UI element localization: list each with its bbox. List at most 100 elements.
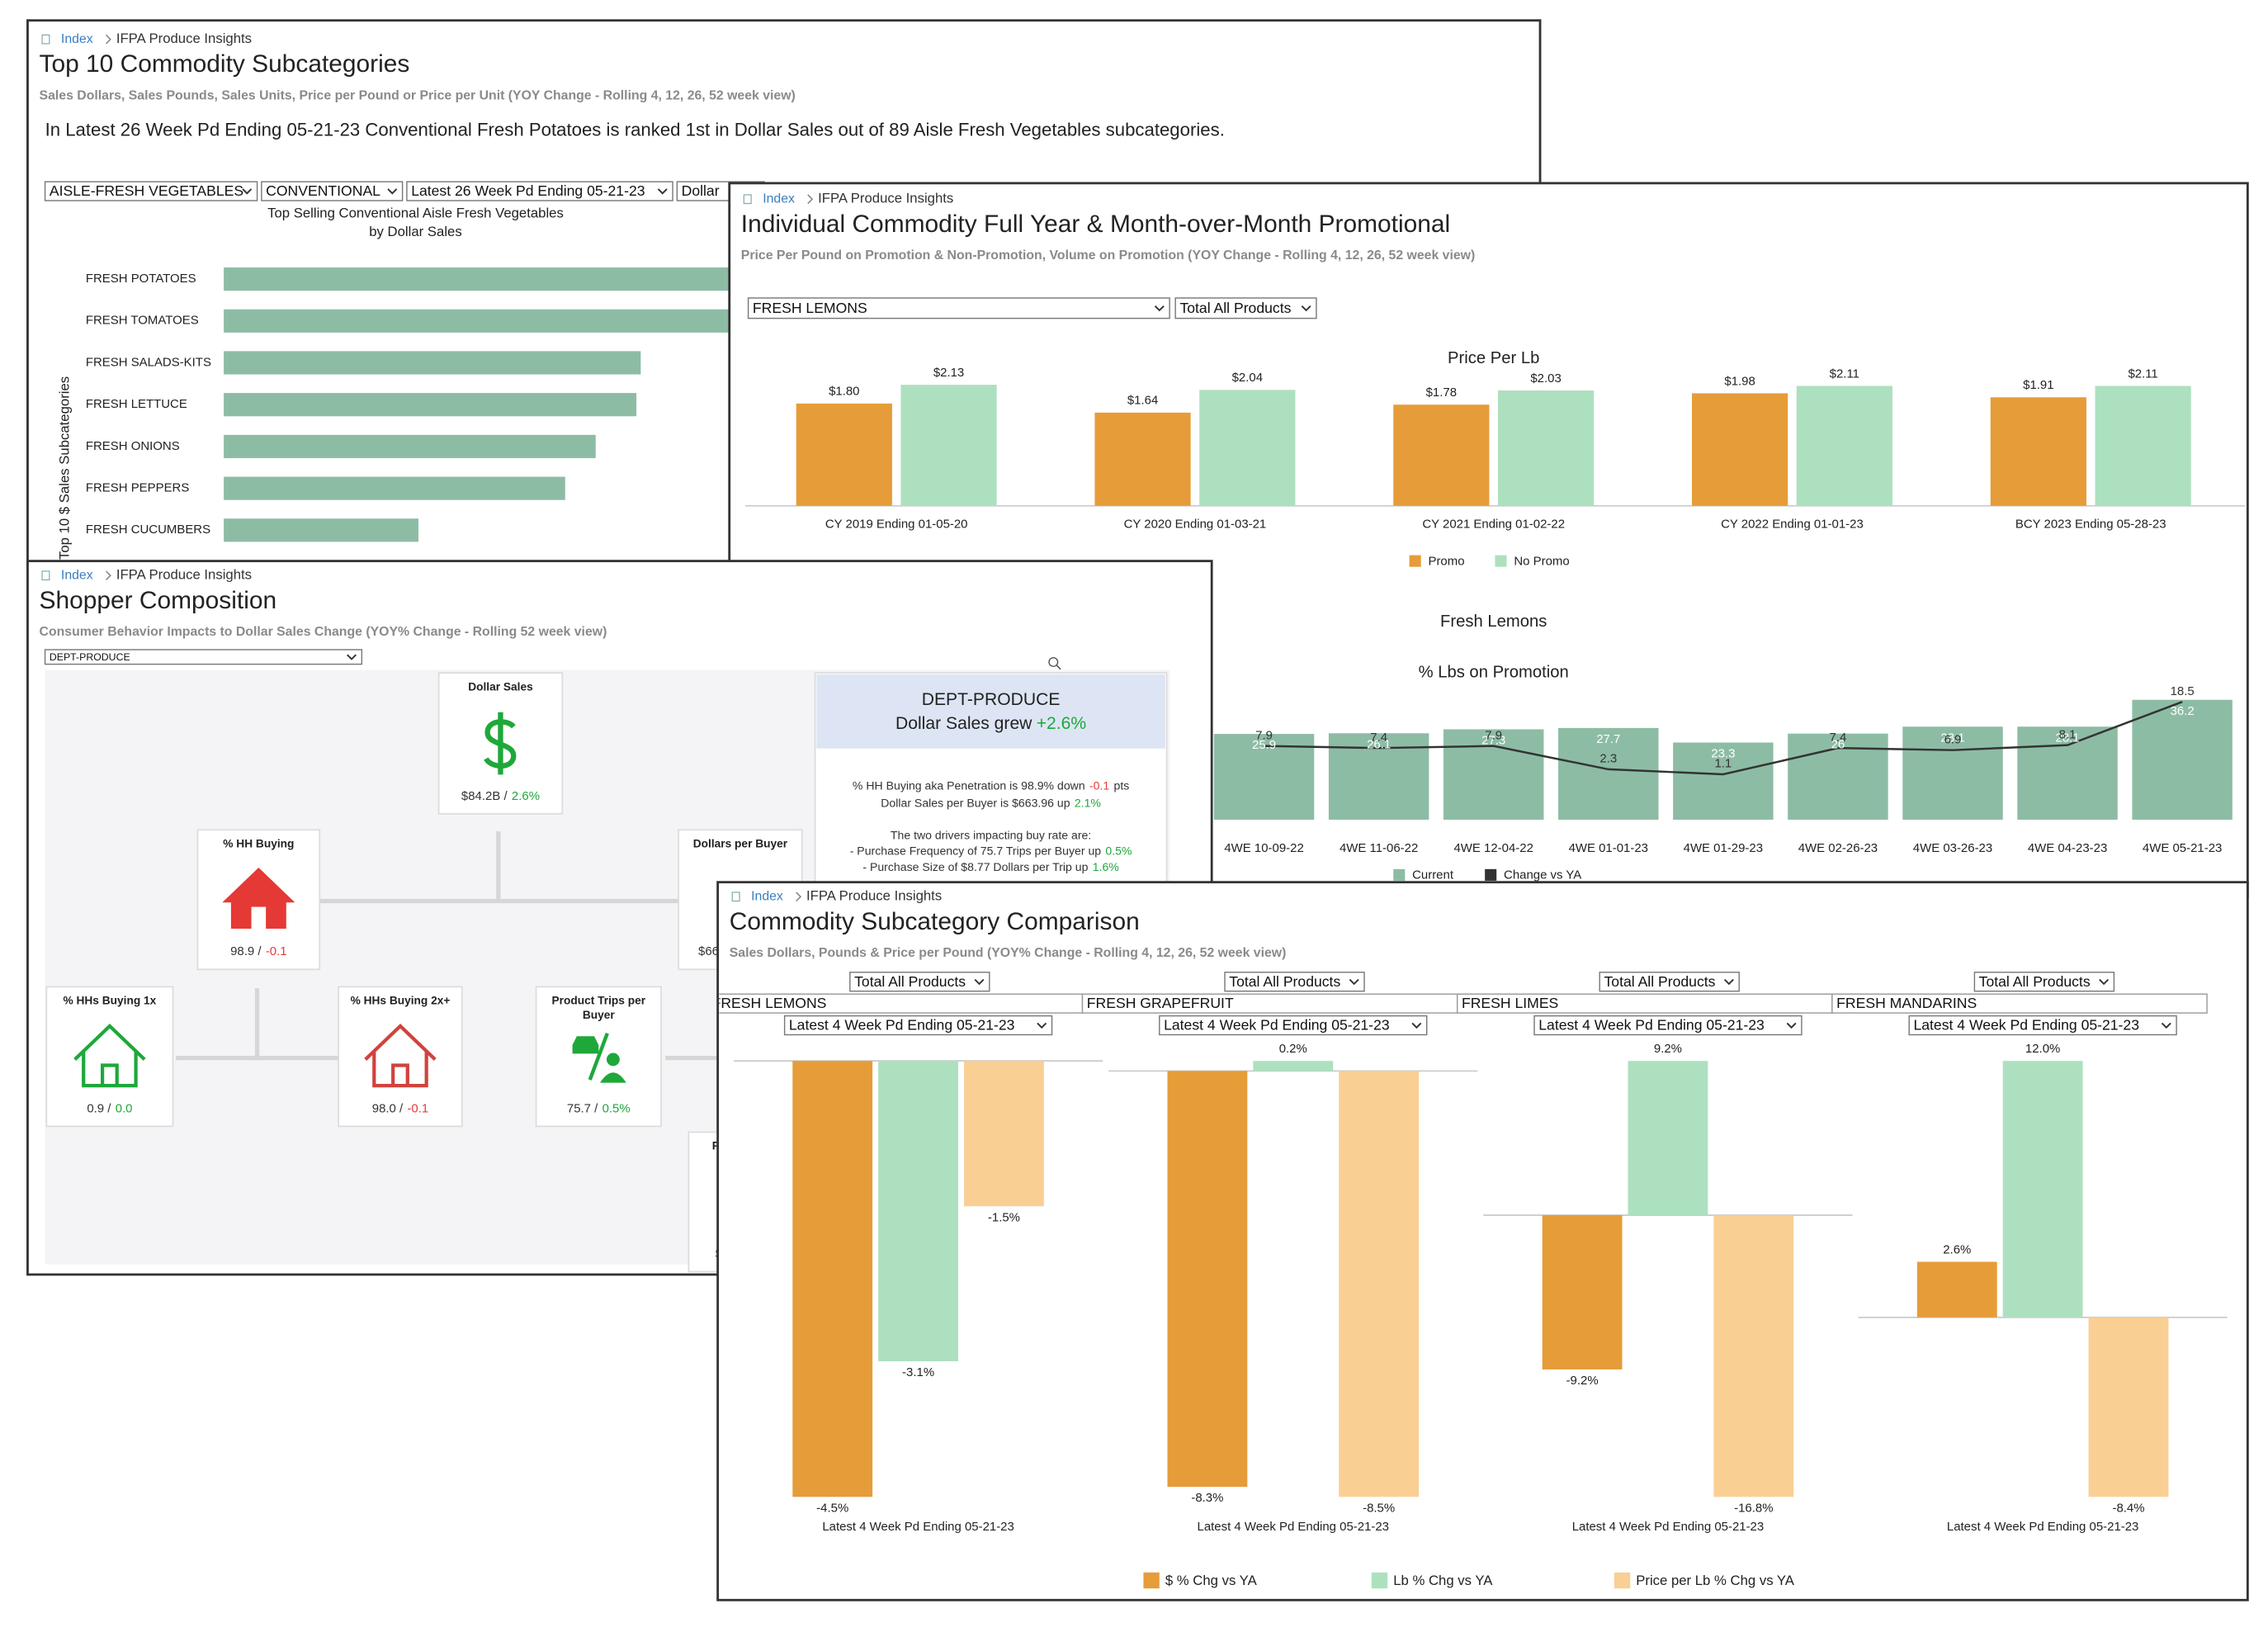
data-label: -4.5% [816,1501,848,1515]
category-label: Latest 4 Week Pd Ending 05-21-23 [822,1520,1014,1534]
dropdown[interactable] [747,297,1170,319]
node-label: Buyer [583,1009,616,1021]
chevron-icon [1723,978,1734,986]
dropdown-label: Total All Products [1179,300,1291,316]
bar [1443,729,1544,820]
dropdown[interactable] [1174,297,1317,319]
category-label: 4WE 01-29-23 [1684,841,1763,855]
dropdown-label: Total All Products [1604,973,1715,990]
node-change: 0.0 [116,1101,133,1115]
data-label: 6.9 [1944,732,1962,746]
node-label: % HHs Buying 1x [63,995,156,1007]
node-label: % HHs Buying 2x+ [351,995,451,1007]
breadcrumb-icon [41,34,50,45]
data-label: -8.5% [1363,1501,1395,1515]
category-label: FRESH LETTUCE [86,397,187,411]
dropdown[interactable] [1973,972,2115,992]
data-label: -1.5% [988,1210,1020,1224]
chevron-icon [2099,978,2110,986]
data-label: 25.9 [1252,738,1276,752]
dropdown[interactable] [44,181,258,201]
data-label: 0.2% [1279,1042,1307,1056]
dropdown-label: Latest 4 Week Pd Ending 05-21-23 [1913,1017,2139,1034]
breadcrumb-link[interactable]: Index [751,889,783,903]
data-label: -16.8% [1734,1501,1773,1515]
bar [1628,1061,1708,1216]
breadcrumb-icon [41,570,50,581]
dropdown[interactable] [44,649,363,665]
summary: In Latest 26 Week Pd Ending 05-21-23 Con… [45,119,1225,140]
data-label: 28.1 [2056,731,2080,745]
node-change: 0.5% [602,1101,631,1115]
bar [2017,726,2118,820]
chart-title: Fresh Lemons [1440,613,1547,631]
dropdown[interactable] [1908,1015,2177,1036]
panel-title: Shopper Composition [40,587,277,614]
dropdown[interactable] [1533,1015,1803,1036]
dropdown[interactable] [1599,972,1740,992]
dropdown[interactable] [1224,972,1365,992]
chevron-icon [347,654,357,660]
bar [1916,1261,1997,1317]
breadcrumb-separator [807,194,814,205]
bar [1497,390,1595,506]
bar [792,1061,873,1497]
bar [1253,1061,1334,1071]
house-icon [222,868,295,929]
dropdown[interactable] [261,181,404,201]
dropdown[interactable] [406,181,673,201]
category-label: 4WE 01-01-23 [1569,841,1648,855]
panel-subtitle: Price Per Pound on Promotion & Non-Promo… [741,248,1475,263]
bar [2002,1061,2083,1317]
data-label: 2.3 [1599,752,1617,766]
dropdown-label: DEPT-PRODUCE [50,651,130,663]
line [1264,701,2183,776]
panel-content: Index IFPA Produce Insights Commodity Subc… [719,888,2228,1589]
breadcrumb-separator [105,570,111,581]
data-label: 7.9 [1485,728,1502,742]
bar [878,1061,958,1362]
summary-text: Dollar Sales per Buyer is $663.96 up [881,796,1070,809]
dropdown[interactable] [783,1015,1053,1036]
dropdown[interactable] [1159,1015,1428,1036]
trips-icon-head [606,1053,620,1067]
breadcrumb-link[interactable]: Index [61,32,93,46]
chevron-icon [2161,1022,2171,1029]
bar [1094,412,1191,506]
data-label: 12.0% [2025,1042,2060,1056]
house-icon [73,1024,146,1088]
category-label: 4WE 12-04-22 [1453,841,1533,855]
summary-text: 1.6% [1093,860,1120,873]
category-label: FRESH SALADS-KITS [86,355,211,369]
data-label: 2.6% [1943,1242,1971,1256]
node-change: -0.1 [407,1101,428,1115]
category-label: FRESH TOMATOES [86,314,199,328]
breadcrumb-current: IFPA Produce Insights [806,888,942,904]
commodity-label: FRESH LIMES [1462,995,1558,1011]
category-label: Latest 4 Week Pd Ending 05-21-23 [1572,1520,1764,1534]
legend-swatch [1495,555,1507,567]
dropdown-label: AISLE-FRESH VEGETABLES [50,182,243,199]
bar [964,1061,1044,1207]
data-label: 7.4 [1830,731,1847,745]
category-label: 4WE 04-23-23 [2028,841,2107,855]
zoom-icon[interactable] [1048,656,1059,667]
breadcrumb-link[interactable]: Index [763,192,795,206]
data-label: 7.9 [1255,728,1273,742]
breadcrumb-icon [731,892,740,902]
chevron-icon [657,188,668,195]
bar [900,385,997,506]
summary-text: 0.5% [1105,844,1132,857]
axis-label: Top 10 $ Sales Subcategories [57,376,73,560]
trips-icon-slash [588,1032,609,1081]
node-change: -0.1 [266,944,287,958]
bar [1542,1215,1623,1370]
data-label: 27.3 [1481,733,1505,747]
node-value-text: 98.9 / [230,944,262,958]
dropdown[interactable] [849,972,990,992]
summary-header [816,674,1165,749]
legend-swatch [1393,868,1406,881]
breadcrumb-current: IFPA Produce Insights [116,31,252,46]
category-label: 4WE 02-26-23 [1798,841,1878,855]
breadcrumb-link[interactable]: Index [61,568,93,582]
